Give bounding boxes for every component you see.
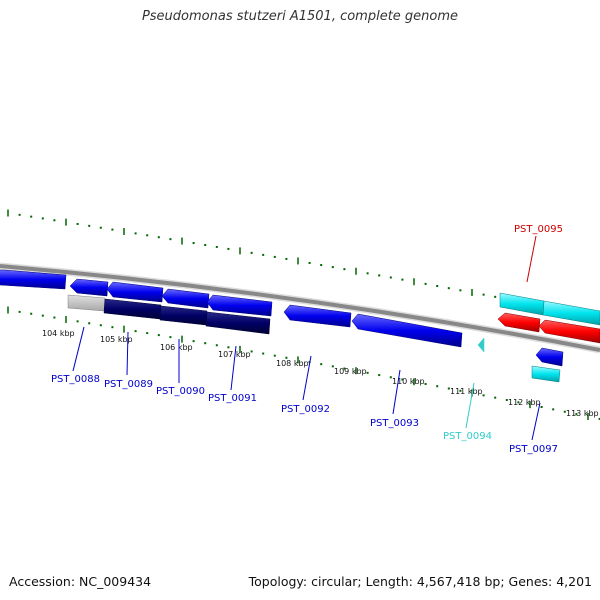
- gene-arrow[interactable]: [206, 294, 273, 317]
- kbp-label: 110 kbp: [392, 377, 425, 386]
- gene-arrow[interactable]: [538, 319, 600, 344]
- kbp-label: 112 kbp: [508, 398, 541, 407]
- gene-arrow[interactable]: [106, 281, 164, 303]
- gene-arrow[interactable]: [67, 294, 106, 312]
- gene-labels: PST_0088 PST_0089 PST_0090 PST_0091 PST_…: [51, 224, 563, 455]
- gene-arrow[interactable]: [531, 365, 561, 383]
- gene-arrow[interactable]: [499, 292, 545, 316]
- gene-label-leaders: [72, 235, 541, 441]
- accession-text: Accession: NC_009434: [9, 574, 152, 589]
- gene-label-pst-0091[interactable]: PST_0091: [208, 393, 257, 404]
- gene-label-pst-0093[interactable]: PST_0093: [370, 418, 419, 429]
- page-title: Pseudomonas stutzeri A1501, complete gen…: [141, 9, 459, 24]
- gene-arrow[interactable]: [103, 298, 162, 320]
- kbp-label: 104 kbp: [42, 329, 75, 338]
- gene-arrow[interactable]: [159, 305, 208, 326]
- kbp-label: 107 kbp: [218, 350, 251, 359]
- gene-label-pst-0097[interactable]: PST_0097: [509, 444, 558, 455]
- gene-arrow[interactable]: [477, 337, 485, 353]
- kbp-label: 108 kbp: [276, 359, 309, 368]
- kbp-label: 105 kbp: [100, 335, 133, 344]
- kbp-label: 113 kbp: [566, 409, 599, 418]
- gene-arrow[interactable]: [205, 311, 271, 335]
- kbp-scale-labels: 104 kbp 105 kbp 106 kbp 107 kbp 108 kbp …: [42, 329, 599, 418]
- genome-stats-text: Topology: circular; Length: 4,567,418 bp…: [248, 574, 592, 589]
- gene-label-pst-0092[interactable]: PST_0092: [281, 404, 330, 415]
- gene-arrow[interactable]: [161, 288, 210, 309]
- kbp-label: 106 kbp: [160, 343, 193, 352]
- genome-backbone: [0, 262, 600, 354]
- gene-label-pst-0095[interactable]: PST_0095: [514, 224, 563, 235]
- gene-arrow[interactable]: [69, 278, 109, 297]
- kbp-label: 109 kbp: [334, 367, 367, 376]
- gene-label-pst-0090[interactable]: PST_0090: [156, 386, 205, 397]
- gene-label-pst-0089[interactable]: PST_0089: [104, 379, 153, 390]
- inner-tick-ring: [7, 306, 600, 421]
- reverse-strand-genes: [67, 294, 271, 335]
- gene-label-pst-0094[interactable]: PST_0094: [443, 431, 492, 442]
- gene-arrow[interactable]: [0, 269, 67, 290]
- gene-label-pst-0088[interactable]: PST_0088: [51, 374, 100, 385]
- gene-arrow[interactable]: [535, 347, 564, 367]
- gene-arrow[interactable]: [542, 300, 600, 326]
- forward-strand-genes: [0, 269, 600, 383]
- gene-arrow[interactable]: [283, 304, 352, 328]
- kbp-label: 111 kbp: [450, 387, 483, 396]
- gene-arrow[interactable]: [351, 313, 463, 348]
